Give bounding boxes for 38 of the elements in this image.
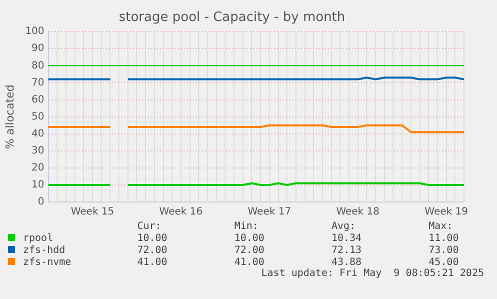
text: Avg: bbox=[331, 221, 357, 233]
text: 10.00 bbox=[137, 233, 168, 245]
y-tick-label: 30 bbox=[32, 145, 44, 156]
x-tick-label: Week 16 bbox=[159, 206, 203, 218]
x-tick-label: Week 19 bbox=[424, 206, 468, 218]
text: 72.13 bbox=[331, 245, 363, 257]
text: Min: bbox=[234, 221, 260, 233]
x-tick-label: Week 18 bbox=[336, 206, 380, 218]
text: 41.00 bbox=[234, 257, 266, 268]
y-tick-label: 40 bbox=[32, 128, 44, 140]
y-axis-title: % allocated bbox=[3, 84, 16, 149]
text: 73.00 bbox=[428, 245, 460, 257]
text: 11.00 bbox=[428, 233, 460, 245]
text: Cur: bbox=[137, 221, 162, 233]
y-tick-label: 70 bbox=[32, 77, 44, 88]
legend-label: rpool bbox=[22, 233, 54, 245]
y-tick-label: 50 bbox=[32, 111, 44, 122]
text: Max: bbox=[428, 221, 454, 233]
text: 10.00 bbox=[234, 233, 266, 245]
x-tick-label: Week 15 bbox=[70, 206, 114, 218]
chart-title: storage pool - Capacity - by month bbox=[118, 10, 346, 26]
text: 41.00 bbox=[137, 257, 168, 269]
y-tick-label: 60 bbox=[32, 94, 44, 106]
text: 45.00 bbox=[428, 257, 460, 268]
legend-label: zfs-nvme bbox=[22, 257, 72, 269]
y-tick-label: 10 bbox=[32, 180, 44, 191]
y-tick-label: 20 bbox=[32, 162, 44, 174]
text: 10.34 bbox=[331, 233, 363, 245]
y-tick-label: 90 bbox=[32, 43, 44, 54]
text: 72.00 bbox=[234, 245, 266, 257]
x-tick-label: Week 17 bbox=[248, 206, 292, 218]
text: Last update: Fri May 9 08:05:21 2025 bbox=[261, 268, 484, 279]
legend-label: zfs-hdd bbox=[22, 245, 66, 257]
y-tick-label: 0 bbox=[38, 196, 44, 208]
text: 72.00 bbox=[137, 245, 168, 257]
text: 43.88 bbox=[331, 257, 363, 268]
y-tick-label: 80 bbox=[32, 60, 44, 72]
y-tick-label: 100 bbox=[25, 26, 44, 38]
